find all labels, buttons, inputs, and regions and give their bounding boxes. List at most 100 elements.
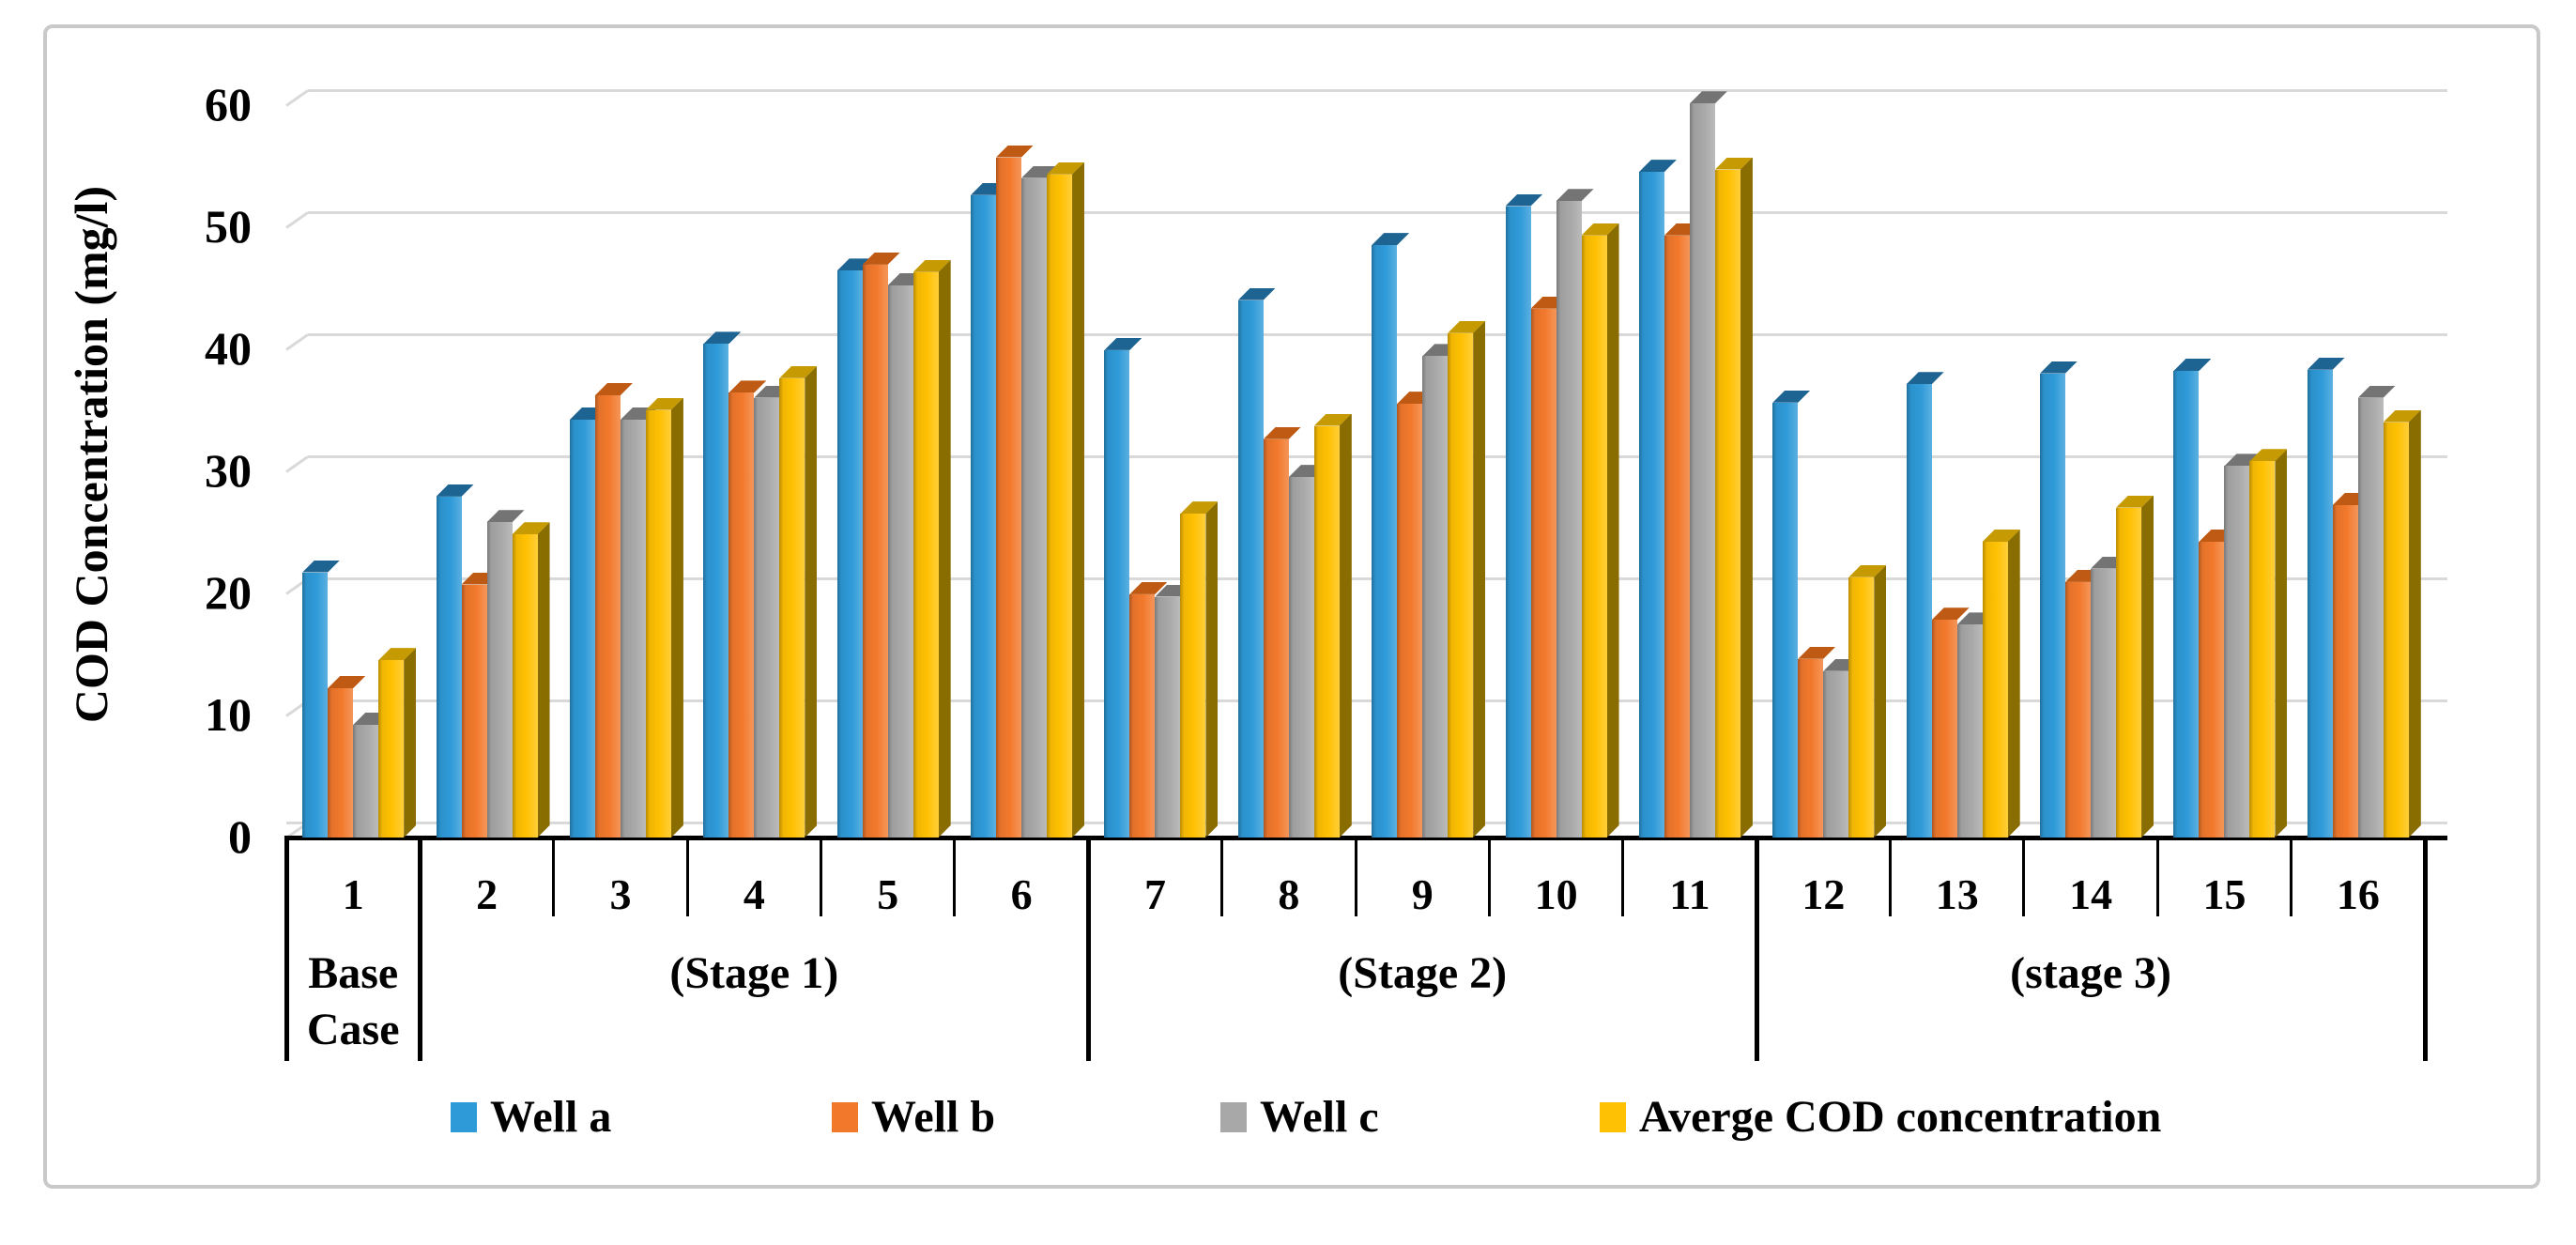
bar-side-face (404, 648, 416, 838)
x-category-label: 14 (2069, 870, 2113, 918)
bar-top-face (1798, 646, 1836, 659)
gridline (308, 211, 2447, 214)
bar-top-face (1581, 223, 1619, 236)
x-category-label: 11 (1669, 870, 1710, 918)
bar-top-face (1714, 157, 1753, 170)
legend-label: Well a (490, 1092, 612, 1142)
stage-group-label: (stage 3) (2010, 948, 2172, 998)
x-category-label: 2 (476, 870, 498, 918)
bar-well-c-cat-6 (1021, 165, 1060, 838)
bar-well-a-cat-5 (836, 258, 875, 838)
bar-well-b-cat-4 (728, 380, 767, 838)
bar-well-c-cat-13 (1956, 612, 1995, 838)
bar-well-b-cat-2 (461, 572, 499, 838)
bar-top-face (2249, 449, 2288, 462)
legend-marker (1600, 1101, 1626, 1132)
bar-top-face (594, 383, 633, 395)
table-divider-major (1085, 836, 1091, 1061)
bar-top-face (1689, 91, 1727, 104)
bar-top-face (645, 397, 683, 410)
y-tick-label: 50 (205, 200, 252, 253)
bar-well-b-cat-1 (328, 676, 366, 838)
table-divider-minor (953, 836, 957, 916)
x-category-label: 15 (2202, 870, 2246, 918)
gridline (308, 89, 2447, 92)
table-divider-minor (820, 836, 822, 916)
bar-averge-cod-concentration-cat-7 (1180, 501, 1219, 838)
floor-back-line (286, 822, 2447, 824)
bar-averge-cod-concentration-cat-12 (1848, 564, 1887, 838)
legend-label: Averge COD concentration (1639, 1092, 2162, 1142)
bar-top-face (1448, 320, 1486, 333)
bar-top-face (302, 560, 341, 573)
bar-top-face (1556, 189, 1594, 202)
bar-top-face (1505, 193, 1543, 207)
legend-item-averge-cod-concentration: Averge COD concentration (1600, 1091, 2161, 1143)
bar-well-a-cat-11 (1638, 160, 1677, 838)
bar-top-face (1638, 160, 1677, 173)
bar-side-face (1072, 162, 1084, 838)
bar-top-face (1931, 607, 1970, 621)
bar-well-c-cat-15 (2224, 453, 2262, 838)
bar-averge-cod-concentration-cat-1 (378, 648, 417, 838)
bar-top-face (328, 676, 366, 688)
bar-well-b-cat-9 (1397, 392, 1435, 838)
bar-averge-cod-concentration-cat-15 (2249, 449, 2288, 838)
table-divider-major (2422, 836, 2428, 1061)
bar-top-face (2173, 359, 2212, 371)
bar-well-a-cat-13 (1906, 372, 1944, 838)
bar-well-c-cat-7 (1155, 584, 1193, 838)
bar-top-face (1237, 287, 1276, 300)
bar-well-c-cat-11 (1689, 91, 1727, 838)
bar-side-face (1473, 321, 1485, 838)
bar-side-face (2141, 496, 2154, 838)
bar-top-face (2116, 495, 2154, 508)
bar-top-face (703, 331, 742, 345)
bar-side-face (2008, 530, 2020, 838)
legend-marker (451, 1101, 477, 1132)
bar-averge-cod-concentration-cat-13 (1982, 530, 2020, 838)
x-category-label: 10 (1534, 870, 1578, 918)
y-tick-label: 30 (205, 444, 252, 497)
legend-item-well-b: Well b (832, 1091, 995, 1143)
bar-well-a-cat-1 (302, 560, 341, 838)
x-category-label: 7 (1143, 870, 1166, 918)
bar-averge-cod-concentration-cat-8 (1313, 413, 1352, 838)
bar-well-a-cat-10 (1505, 193, 1543, 838)
bar-averge-cod-concentration-cat-9 (1448, 320, 1486, 838)
bar-well-c-cat-1 (353, 713, 391, 838)
bar-well-c-cat-16 (2357, 385, 2396, 838)
table-divider-minor (2290, 836, 2293, 916)
bar-top-face (1982, 530, 2020, 542)
bar-well-b-cat-6 (996, 145, 1035, 838)
table-divider-minor (1354, 836, 1357, 916)
x-category-label: 13 (1935, 870, 1979, 918)
bar-top-face (2357, 385, 2396, 398)
bar-averge-cod-concentration-cat-4 (779, 365, 818, 838)
bar-top-face (862, 252, 900, 265)
bar-well-c-cat-9 (1422, 344, 1461, 838)
bar-well-b-cat-15 (2199, 530, 2237, 838)
bar-averge-cod-concentration-cat-14 (2116, 495, 2154, 838)
y-tick-label: 10 (205, 688, 252, 741)
bar-well-c-cat-10 (1556, 189, 1594, 838)
bar-top-face (1372, 233, 1410, 246)
bar-side-face (1740, 158, 1753, 838)
bar-side-face (1340, 414, 1352, 838)
bar-top-face (378, 648, 417, 661)
table-divider-minor (2022, 836, 2026, 916)
x-category-label: 6 (1010, 870, 1033, 918)
bar-well-b-cat-10 (1530, 296, 1569, 838)
table-divider-minor (685, 836, 689, 916)
bar-well-b-cat-11 (1664, 223, 1702, 838)
bar-well-a-cat-16 (2307, 357, 2345, 838)
x-category-label: 1 (342, 870, 364, 918)
x-category-label: 3 (609, 870, 632, 918)
y-tick-label: 40 (205, 322, 252, 375)
table-divider-minor (2155, 836, 2159, 916)
bar-averge-cod-concentration-cat-16 (2383, 409, 2421, 838)
bar-side-face (939, 260, 951, 838)
bar-averge-cod-concentration-cat-2 (512, 522, 550, 838)
stage-group-label: (Stage 1) (669, 948, 839, 998)
